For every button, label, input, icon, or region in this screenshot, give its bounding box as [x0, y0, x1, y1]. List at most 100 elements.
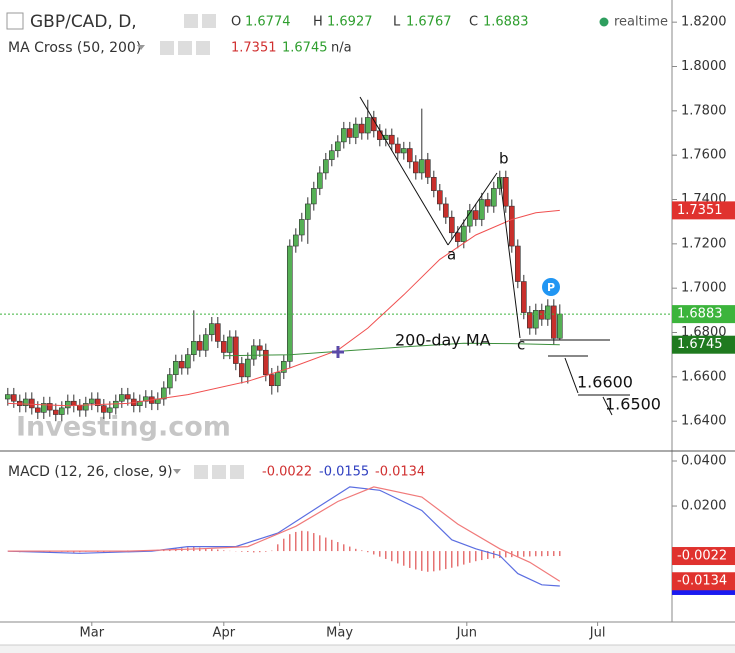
- candle-body: [478, 199, 485, 220]
- candle-body: [430, 177, 437, 191]
- ohlc-value: 1.6883: [483, 15, 529, 30]
- overlay-visibility[interactable]: [160, 41, 174, 55]
- ohlc-readout: O 1.6774 H 1.6927 L 1.6767 C 1.6883: [231, 15, 529, 30]
- candle-body: [358, 123, 365, 134]
- status: realtime: [614, 15, 668, 30]
- macd-line: [7, 486, 561, 582]
- ohlc-label: O: [231, 15, 241, 30]
- candle-body: [119, 394, 125, 402]
- candle-body: [484, 199, 491, 207]
- ma-price-label: 1.6745: [677, 337, 723, 352]
- candle-body: [322, 159, 329, 174]
- settings-button[interactable]: [202, 14, 216, 28]
- candle-body: [34, 407, 41, 413]
- candle-body: [514, 245, 521, 282]
- macd-settings[interactable]: [212, 465, 226, 479]
- candle-body: [28, 398, 35, 409]
- x-tick-label: Jun: [456, 626, 477, 641]
- macd-price-label-box: [672, 572, 735, 591]
- y-tick-label: 1.7200: [681, 236, 727, 251]
- ma-price-label: 1.7351: [677, 203, 723, 218]
- symbol: GBP/CAD, D,: [30, 12, 137, 32]
- watermark: Investing.com: [16, 412, 231, 443]
- macd-remove[interactable]: [230, 465, 244, 479]
- candle-body: [352, 123, 359, 138]
- candle-body: [286, 245, 293, 362]
- overlay-remove[interactable]: [196, 41, 210, 55]
- candle-body: [251, 345, 257, 360]
- candle-body: [334, 141, 341, 152]
- cross-marker: [332, 346, 344, 358]
- candle-body: [346, 128, 353, 138]
- trendline: [564, 357, 579, 394]
- ohlc-value: 1.6767: [406, 15, 452, 30]
- candle-body: [424, 159, 431, 178]
- candle-body: [185, 354, 191, 369]
- candle-body: [107, 407, 113, 413]
- ohlc-label: L: [393, 15, 401, 30]
- y-tick-label: 1.8000: [681, 59, 727, 74]
- status-dot: [599, 17, 609, 27]
- candle-body: [448, 216, 455, 234]
- candle-body: [227, 336, 233, 353]
- candle-body: [490, 188, 497, 207]
- candle-body: [532, 310, 539, 329]
- candle-body: [89, 398, 95, 404]
- candle-body: [209, 323, 215, 336]
- candle-body: [538, 310, 545, 320]
- ohlc-value: 1.6927: [327, 15, 373, 30]
- overlay-na: n/a: [331, 41, 352, 56]
- candle-body: [5, 394, 11, 400]
- ohlc-label: H: [313, 15, 323, 30]
- y-tick-label: 0.0200: [681, 499, 727, 514]
- trendline: [602, 396, 613, 416]
- candle-body: [95, 398, 101, 406]
- overlay-title: MA Cross (50, 200): [8, 40, 141, 56]
- y-tick-label: 1.6600: [681, 369, 727, 384]
- trendline: [499, 177, 521, 339]
- candle-body: [376, 130, 383, 140]
- candle-body: [65, 400, 71, 409]
- annotation: a: [447, 246, 456, 264]
- candle-body: [526, 312, 533, 329]
- signal-badge-circle: [542, 278, 560, 296]
- candle-body: [101, 405, 107, 413]
- macd-value: -0.0022: [262, 465, 312, 480]
- x-tick-label: May: [326, 626, 353, 641]
- symbol-icon[interactable]: [6, 12, 24, 30]
- macd-line: [7, 486, 560, 587]
- candle-body: [46, 403, 53, 411]
- candle-body: [58, 407, 65, 415]
- candle-body: [274, 372, 281, 387]
- candle-body: [328, 150, 335, 160]
- candle-body: [239, 363, 245, 378]
- macd-price-label-box: [672, 547, 735, 566]
- overlay-settings[interactable]: [178, 41, 192, 55]
- macd-price-label: -0.0134: [677, 574, 727, 589]
- candle-body: [310, 188, 317, 205]
- bottom-toolbar: [0, 645, 735, 653]
- candle-body: [292, 234, 299, 247]
- candle-body: [221, 341, 227, 353]
- overlay-menu[interactable]: [137, 45, 145, 50]
- candle-body: [197, 341, 203, 351]
- candle-body: [394, 143, 401, 154]
- macd-visibility[interactable]: [194, 465, 208, 479]
- y-tick-label: 1.8200: [681, 15, 727, 30]
- candle-body: [454, 232, 461, 242]
- candle-body: [113, 400, 119, 409]
- candle-body: [167, 374, 173, 389]
- visibility-button[interactable]: [184, 14, 198, 28]
- macd-menu[interactable]: [173, 469, 181, 474]
- level-label: 1.6500: [605, 395, 661, 414]
- candle-body: [40, 403, 47, 413]
- y-tick-label: 1.6400: [681, 414, 727, 429]
- candle-body: [233, 336, 239, 364]
- candle-body: [298, 219, 305, 236]
- ma-price-label-box: [672, 201, 735, 220]
- candle-body: [460, 225, 467, 242]
- last-price-label: 1.6883: [677, 307, 723, 322]
- x-tick-label: Jul: [589, 626, 606, 641]
- macd-price-label: -0.0022: [677, 549, 727, 564]
